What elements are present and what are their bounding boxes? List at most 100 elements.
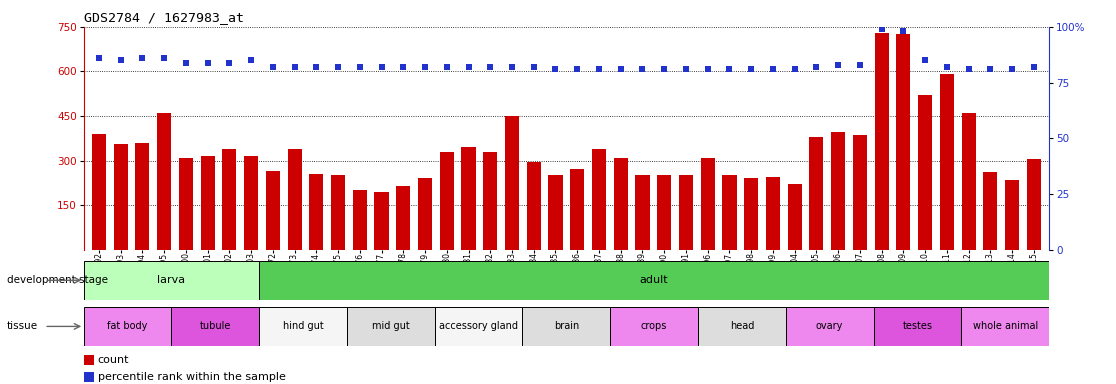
Bar: [701, 157, 714, 250]
Bar: [570, 169, 585, 250]
Point: [394, 64, 412, 70]
Point: [503, 64, 521, 70]
Point: [894, 28, 912, 35]
Point: [460, 64, 478, 70]
Bar: [831, 132, 845, 250]
Text: ovary: ovary: [816, 321, 844, 331]
Bar: [766, 177, 780, 250]
Point: [112, 57, 129, 63]
Point: [416, 64, 434, 70]
Point: [1024, 64, 1042, 70]
Point: [547, 66, 565, 72]
Bar: [875, 33, 888, 250]
Point: [568, 66, 586, 72]
Bar: [635, 175, 650, 250]
Point: [263, 64, 281, 70]
Bar: [744, 178, 758, 250]
Bar: [288, 149, 301, 250]
Bar: [527, 162, 541, 250]
Bar: [114, 144, 127, 250]
Text: head: head: [730, 321, 754, 331]
Bar: [440, 152, 454, 250]
Text: count: count: [98, 355, 129, 365]
Bar: [874, 307, 961, 346]
Bar: [940, 74, 954, 250]
Bar: [375, 192, 388, 250]
Text: fat body: fat body: [107, 321, 147, 331]
Point: [721, 66, 739, 72]
Bar: [347, 307, 435, 346]
Bar: [614, 157, 628, 250]
Point: [981, 66, 999, 72]
Bar: [418, 178, 432, 250]
Bar: [1027, 159, 1041, 250]
Bar: [896, 34, 911, 250]
Point: [808, 64, 826, 70]
Text: accessory gland: accessory gland: [439, 321, 518, 331]
Bar: [353, 190, 367, 250]
Text: crops: crops: [641, 321, 667, 331]
Text: adult: adult: [639, 275, 668, 285]
Bar: [983, 172, 998, 250]
Bar: [504, 116, 519, 250]
Bar: [679, 175, 693, 250]
Bar: [591, 149, 606, 250]
Point: [221, 60, 239, 66]
Point: [373, 64, 391, 70]
Point: [242, 57, 260, 63]
Bar: [179, 157, 193, 250]
Point: [960, 66, 978, 72]
Point: [916, 57, 934, 63]
Bar: [461, 147, 475, 250]
Point: [699, 66, 716, 72]
Point: [437, 64, 455, 70]
Bar: [853, 135, 867, 250]
Bar: [266, 171, 280, 250]
Bar: [962, 113, 975, 250]
Point: [852, 62, 869, 68]
Point: [329, 64, 347, 70]
Point: [155, 55, 173, 61]
Bar: [548, 175, 562, 250]
Text: whole animal: whole animal: [972, 321, 1038, 331]
Text: GDS2784 / 1627983_at: GDS2784 / 1627983_at: [84, 11, 243, 24]
Text: brain: brain: [554, 321, 579, 331]
Text: tissue: tissue: [7, 321, 38, 331]
Bar: [396, 186, 411, 250]
Bar: [135, 143, 150, 250]
Bar: [918, 95, 932, 250]
Bar: [222, 149, 237, 250]
Text: tubule: tubule: [200, 321, 231, 331]
Point: [177, 60, 195, 66]
Point: [350, 64, 368, 70]
Bar: [84, 372, 94, 382]
Point: [286, 64, 304, 70]
Bar: [435, 307, 522, 346]
Bar: [698, 307, 786, 346]
Bar: [722, 175, 737, 250]
Bar: [84, 261, 259, 300]
Bar: [788, 184, 801, 250]
Bar: [961, 307, 1049, 346]
Bar: [1006, 180, 1019, 250]
Point: [590, 66, 608, 72]
Bar: [244, 156, 258, 250]
Bar: [522, 307, 610, 346]
Point: [634, 66, 652, 72]
Point: [199, 60, 217, 66]
Point: [873, 26, 891, 32]
Text: larva: larva: [157, 275, 185, 285]
Bar: [786, 307, 874, 346]
Point: [307, 64, 325, 70]
Point: [525, 64, 542, 70]
Bar: [157, 113, 171, 250]
Bar: [92, 134, 106, 250]
Bar: [172, 307, 259, 346]
Bar: [309, 174, 324, 250]
Bar: [610, 307, 698, 346]
Point: [481, 64, 499, 70]
Bar: [84, 355, 94, 365]
Bar: [809, 137, 824, 250]
Point: [829, 62, 847, 68]
Bar: [259, 307, 347, 346]
